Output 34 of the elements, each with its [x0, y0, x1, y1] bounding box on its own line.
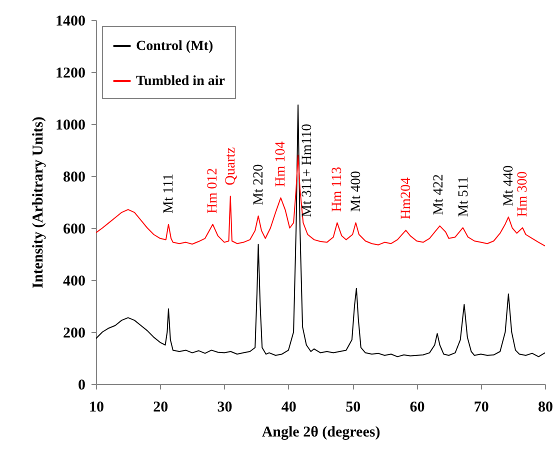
x-tick-label: 20	[153, 400, 168, 416]
annotation: Quartz	[223, 147, 238, 186]
annotation: Mt 422	[432, 174, 447, 215]
x-tick-label: 10	[89, 400, 104, 416]
y-tick-label: 800	[63, 170, 86, 186]
y-tick-label: 400	[63, 274, 86, 290]
y-tick-label: 1400	[56, 14, 86, 30]
legend-label: Control (Mt)	[136, 39, 214, 54]
annotation: Mt 440	[501, 165, 516, 206]
x-axis-title: Angle 2θ (degrees)	[262, 424, 380, 440]
x-tick-label: 40	[281, 400, 296, 416]
x-tick-label: 70	[474, 400, 489, 416]
annotation: Mt 511	[456, 176, 472, 217]
annotation: Hm 104	[274, 141, 289, 187]
y-tick-label: 200	[63, 326, 86, 342]
annotation: Hm 012	[206, 168, 221, 214]
annotation: Hm204	[398, 177, 414, 220]
x-tick-label: 50	[346, 400, 361, 416]
y-tick-label: 0	[78, 378, 86, 394]
y-tick-label: 600	[63, 222, 86, 238]
x-tick-label: 80	[538, 400, 553, 416]
y-tick-label: 1000	[56, 118, 86, 134]
annotation: Mt 400	[348, 171, 364, 212]
annotation: Mt 220	[251, 164, 266, 206]
y-tick-label: 1200	[56, 66, 86, 82]
line-series	[96, 104, 545, 358]
y-axis-title: Intensity (Arbitrary Units)	[30, 116, 46, 288]
legend-label: Tumbled in air	[136, 74, 225, 89]
annotation: Mt 111	[161, 174, 176, 214]
x-tick-label: 60	[410, 400, 425, 416]
annotation: Hm 300	[516, 171, 531, 217]
annotation: Hm 113	[330, 166, 346, 212]
x-tick-label: 30	[217, 400, 232, 416]
annotation: Mt 311+ Hm110	[300, 124, 316, 218]
